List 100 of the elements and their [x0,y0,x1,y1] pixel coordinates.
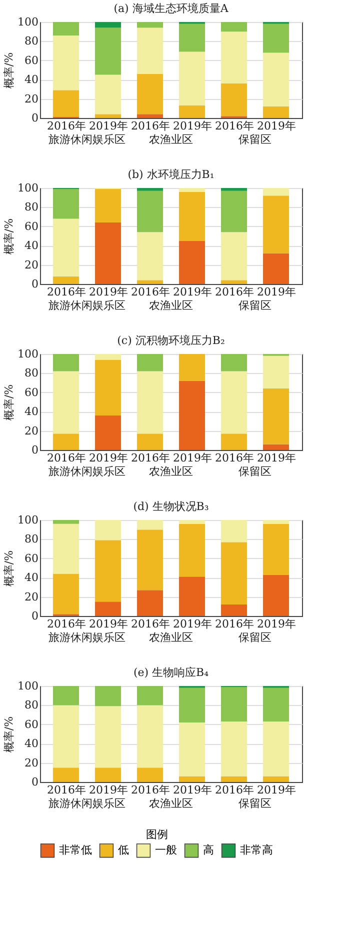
y-tick-label: 60 [24,386,38,399]
x-tick-label: 2019年 [173,784,212,796]
bar [263,520,289,524]
text: 农渔业区 [149,465,193,478]
text: 旅游休闲娱乐区 [48,133,126,146]
bar [179,188,205,192]
bar [179,240,205,284]
bar [137,354,163,372]
chart-title: (e) 生物响应B₄ [133,666,210,679]
bar [137,280,163,284]
bar [179,524,205,577]
y-tick-label: 20 [24,756,38,770]
y-tick-label: 0 [32,278,38,290]
x-tick-label: 2019年 [89,452,128,464]
bar [179,722,205,776]
bar [221,83,247,116]
bar [137,768,163,782]
y-tick-label: 0 [32,610,38,622]
text: 保留区 [238,299,272,312]
bar [263,688,289,722]
x-tick-label: 2016年 [131,618,170,630]
x-tick-label: 2016年 [131,784,170,796]
bar [263,574,289,616]
bar [95,686,121,706]
bar [95,22,121,28]
bar [53,276,79,284]
bar [137,590,163,616]
bar [95,74,121,114]
y-tick-label: 60 [24,54,38,67]
x-tick-label: 2016年 [47,286,86,298]
y-tick-label: 0 [32,444,38,456]
bar [221,604,247,616]
y-tick-label: 40 [24,571,38,584]
legend-label: 非常高 [240,844,273,857]
bar [53,22,79,36]
chart-title: (c) 沉积物环境压力B₂ [117,334,225,347]
chart-title: (b) 水环境压力B₁ [128,168,214,181]
bar [263,188,289,196]
text: 旅游休闲娱乐区 [48,797,126,810]
bar [221,686,247,722]
x-tick-label: 2019年 [257,452,296,464]
bar [263,52,289,106]
text: 农渔业区 [149,631,193,644]
x-tick-label: 2016年 [47,784,86,796]
bar [263,722,289,776]
y-tick-label: 40 [24,405,38,418]
legend-title: 图例 [146,828,168,841]
text: 旅游休闲娱乐区 [48,631,126,644]
y-tick-label: 80 [24,698,38,712]
y-tick-label: 20 [24,424,38,438]
bar [137,22,163,28]
bar [179,576,205,616]
y-tick-label: 100 [18,680,38,692]
x-tick-label: 2016年 [47,452,86,464]
bar [137,520,163,530]
x-tick-label: 2016年 [215,784,254,796]
bar [95,28,121,75]
bar [179,52,205,106]
bar [263,356,289,389]
bar [53,90,79,118]
bar [137,434,163,450]
y-axis-title: 概率/% [2,550,16,587]
legend-label: 高 [203,844,214,857]
y-tick-label: 100 [18,182,38,194]
x-tick-label: 2019年 [257,618,296,630]
y-tick-label: 20 [24,258,38,272]
bar [263,196,289,254]
bar [179,380,205,450]
x-tick-label: 2019年 [173,286,212,298]
y-tick-label: 60 [24,220,38,233]
bar [95,222,121,284]
bar [263,524,289,575]
x-tick-label: 2019年 [257,286,296,298]
bar [137,74,163,114]
bar [263,106,289,118]
bar [263,444,289,450]
y-tick-label: 20 [24,590,38,604]
x-tick-label: 2016年 [131,286,170,298]
y-tick-label: 60 [24,718,38,731]
x-tick-label: 2019年 [89,784,128,796]
bar [95,354,121,360]
bar [53,705,79,768]
bar [137,686,163,706]
text: 农渔业区 [149,133,193,146]
x-tick-label: 2016年 [215,618,254,630]
y-tick-label: 100 [18,514,38,526]
bar [53,218,79,276]
y-tick-label: 40 [24,239,38,252]
x-tick-label: 2019年 [173,120,212,132]
bar [53,686,79,706]
bar [53,574,79,614]
text: 旅游休闲娱乐区 [48,299,126,312]
text: 旅游休闲娱乐区 [48,465,126,478]
bar [95,360,121,416]
bar [53,768,79,782]
bar [137,371,163,434]
y-axis-title: 概率/% [2,716,16,753]
bar [179,354,205,381]
bar [53,524,79,574]
y-tick-label: 80 [24,366,38,380]
